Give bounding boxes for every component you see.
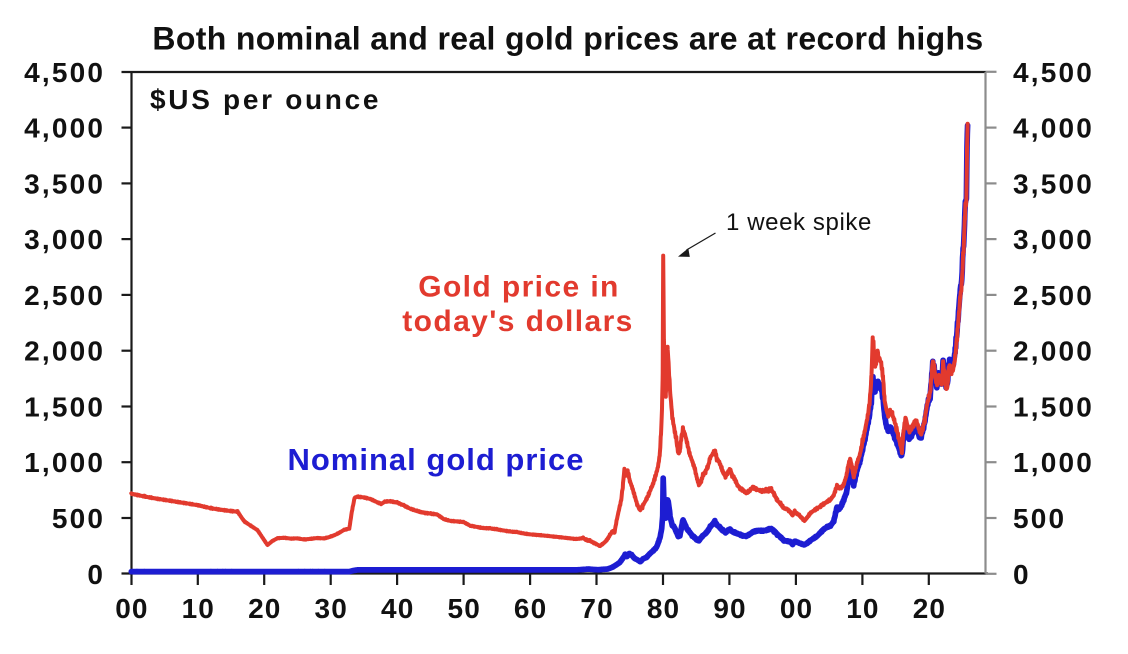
svg-text:$US per ounce: $US per ounce [150, 84, 381, 115]
svg-text:1,000: 1,000 [24, 447, 105, 478]
svg-text:3,000: 3,000 [24, 224, 105, 255]
svg-text:00: 00 [115, 593, 148, 624]
svg-text:3,500: 3,500 [1013, 168, 1094, 199]
svg-text:20: 20 [913, 593, 946, 624]
svg-text:2,000: 2,000 [1013, 336, 1094, 367]
svg-text:10: 10 [182, 593, 215, 624]
svg-text:Nominal gold price: Nominal gold price [287, 442, 584, 477]
svg-text:3,000: 3,000 [1013, 224, 1094, 255]
svg-text:2,500: 2,500 [1013, 280, 1094, 311]
svg-text:1,000: 1,000 [1013, 447, 1094, 478]
svg-text:2,000: 2,000 [24, 336, 105, 367]
svg-text:20: 20 [248, 593, 281, 624]
svg-text:4,500: 4,500 [1013, 57, 1094, 88]
svg-text:40: 40 [381, 593, 414, 624]
svg-text:Both nominal and real gold pri: Both nominal and real gold prices are at… [152, 21, 983, 57]
svg-text:0: 0 [1013, 559, 1031, 590]
svg-text:70: 70 [580, 593, 613, 624]
svg-text:90: 90 [713, 593, 746, 624]
svg-text:4,000: 4,000 [1013, 113, 1094, 144]
svg-text:00: 00 [780, 593, 813, 624]
svg-text:80: 80 [647, 593, 680, 624]
svg-text:0: 0 [87, 559, 105, 590]
svg-text:3,500: 3,500 [24, 168, 105, 199]
svg-text:50: 50 [448, 593, 481, 624]
svg-text:1 week spike: 1 week spike [726, 209, 872, 236]
svg-text:2,500: 2,500 [24, 280, 105, 311]
svg-text:30: 30 [315, 593, 348, 624]
svg-text:1,500: 1,500 [24, 392, 105, 423]
svg-text:500: 500 [52, 503, 105, 534]
svg-text:today's dollars: today's dollars [402, 305, 634, 338]
svg-text:60: 60 [514, 593, 547, 624]
svg-text:500: 500 [1013, 503, 1066, 534]
svg-text:4,000: 4,000 [24, 113, 105, 144]
svg-text:10: 10 [846, 593, 879, 624]
svg-text:4,500: 4,500 [24, 57, 105, 88]
svg-text:1,500: 1,500 [1013, 392, 1094, 423]
svg-text:Gold price in: Gold price in [418, 271, 620, 304]
